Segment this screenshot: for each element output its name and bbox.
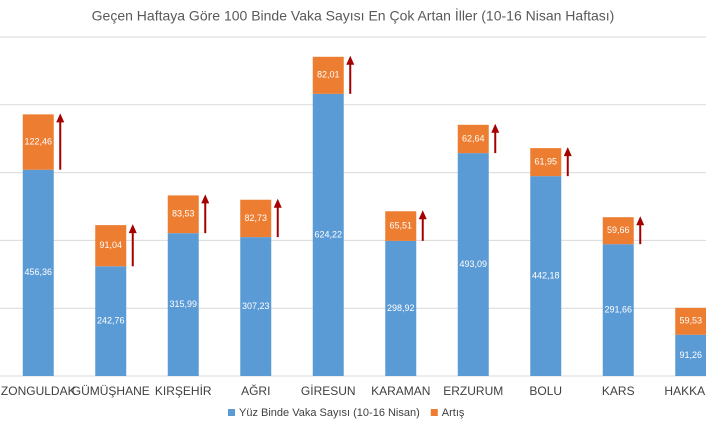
- bar-segment: [675, 334, 706, 376]
- bar-segment: [385, 211, 417, 241]
- bar-segment: [240, 199, 272, 238]
- bar-segment: [530, 148, 562, 177]
- bar-segment: [602, 244, 634, 376]
- x-tick-label: KIRŞEHİR: [155, 384, 212, 398]
- data-label: 291,66: [604, 304, 632, 314]
- data-label: 91,26: [679, 350, 702, 360]
- data-label: 62,64: [462, 133, 485, 143]
- bar-segment: [675, 307, 706, 335]
- bar-segment: [385, 240, 417, 376]
- bar-segment: [312, 93, 344, 376]
- data-label: 442,18: [532, 270, 560, 280]
- data-label: 122,46: [24, 136, 52, 146]
- data-label: 59,66: [607, 225, 630, 235]
- bar-segment: [457, 124, 489, 154]
- data-label: 493,09: [459, 259, 487, 269]
- x-tick-label: GİRESUN: [301, 384, 356, 398]
- data-label: 456,36: [24, 267, 52, 277]
- bar-segment: [312, 56, 344, 94]
- bar-segment: [22, 114, 54, 170]
- bar-segment: [457, 153, 489, 376]
- data-label: 298,92: [387, 303, 415, 313]
- bar-segment: [602, 217, 634, 245]
- bar-segment: [240, 237, 272, 376]
- arrow-head: [56, 113, 65, 123]
- arrow-head: [636, 216, 645, 226]
- bar-segment: [22, 169, 54, 376]
- data-label: 82,01: [317, 70, 340, 80]
- x-tick-label: KARAMAN: [371, 384, 430, 398]
- data-label: 61,95: [534, 157, 557, 167]
- chart-title: Geçen Haftaya Göre 100 Binde Vaka Sayısı…: [92, 7, 615, 24]
- data-label: 307,23: [242, 301, 270, 311]
- data-label: 82,73: [244, 213, 267, 223]
- arrow-head: [273, 198, 282, 208]
- x-tick-label: GÜMÜŞHANE: [72, 384, 150, 398]
- x-tick-label: ZONGULDAK: [1, 384, 76, 398]
- arrow-head: [418, 210, 427, 220]
- data-label: 65,51: [389, 220, 412, 230]
- legend-label: Yüz Binde Vaka Sayısı (10-16 Nisan): [239, 407, 420, 419]
- x-tick-label: ERZURUM: [443, 384, 503, 398]
- arrow-head: [563, 147, 572, 157]
- arrow-head: [128, 224, 137, 234]
- data-label: 242,76: [97, 316, 125, 326]
- data-label: 83,53: [172, 209, 195, 219]
- bar-segment: [95, 266, 127, 376]
- bar-segment: [167, 195, 199, 234]
- bar-segment: [530, 176, 562, 376]
- legend-swatch: [228, 409, 235, 416]
- arrow-head: [201, 194, 210, 204]
- arrow-head: [346, 55, 355, 65]
- legend-swatch: [430, 409, 438, 416]
- x-tick-label: KARS: [602, 384, 635, 398]
- arrow-head: [491, 123, 500, 133]
- bar-segment: [95, 225, 127, 267]
- bar-segment: [167, 233, 199, 376]
- x-tick-label: BOLU: [529, 384, 562, 398]
- x-tick-label: HAKKARİ: [664, 384, 706, 398]
- legend-label: Artış: [442, 407, 465, 419]
- data-label: 315,99: [169, 299, 197, 309]
- data-label: 59,53: [679, 316, 702, 326]
- data-label: 91,04: [99, 240, 122, 250]
- data-label: 624,22: [314, 229, 342, 239]
- x-tick-label: AĞRI: [241, 383, 270, 398]
